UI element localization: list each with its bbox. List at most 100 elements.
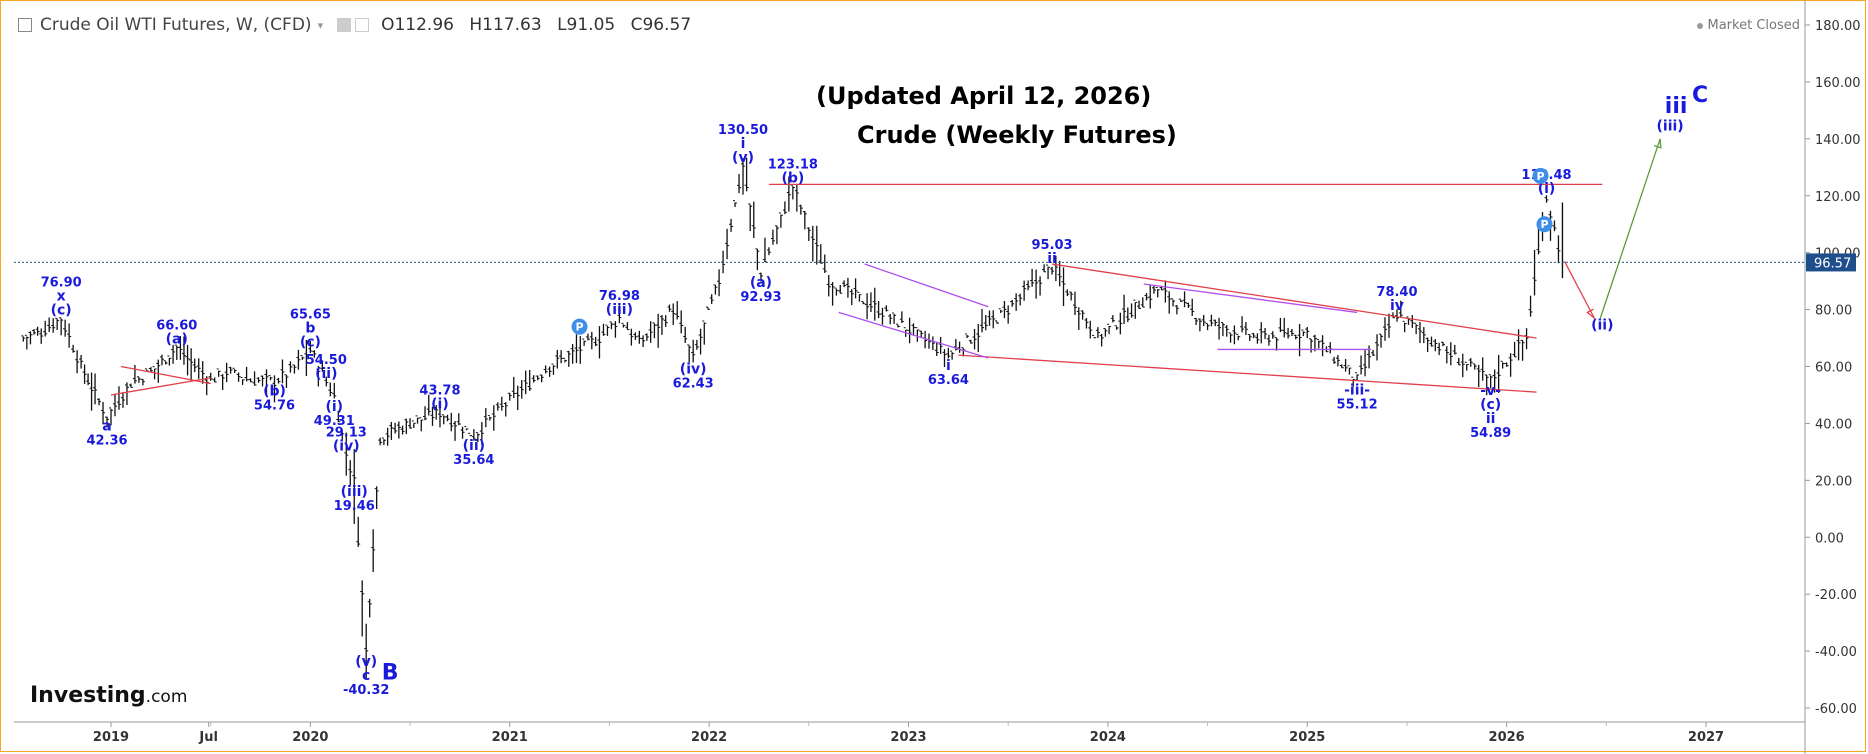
y-tick-label: 40.00 [1815, 417, 1852, 432]
wave-mark: (b) [781, 171, 804, 187]
purple-trend-line [1143, 283, 1358, 314]
eye-icon[interactable] [337, 18, 352, 32]
pivot-marker-icon [1536, 216, 1553, 233]
y-tick-label: 140.00 [1815, 133, 1861, 148]
close-value: C96.57 [630, 15, 692, 35]
chart-title-date: (Updated April 12, 2026) [816, 82, 1152, 110]
x-tick-label: 2026 [1489, 730, 1525, 745]
wave-mark: (a) [750, 275, 772, 291]
x-tick-label: 2021 [492, 730, 528, 745]
y-tick-label: 160.00 [1815, 76, 1861, 91]
wave-price-label: 76.90 [41, 275, 82, 290]
wave-price-label: 19.46 [334, 499, 375, 514]
y-tick-label: 20.00 [1815, 474, 1852, 489]
y-tick-label: -20.00 [1815, 588, 1857, 603]
chart-title: Crude (Weekly Futures) [857, 121, 1177, 149]
wave-price-label: 43.78 [419, 384, 460, 399]
wave-big-label: (ii) [1591, 318, 1613, 334]
wave-mark: (c) [300, 334, 321, 350]
low-value: L91.05 [557, 15, 616, 35]
wave-price-label: 78.40 [1376, 285, 1417, 300]
high-value: H117.63 [469, 15, 542, 35]
wave-mark: ii [1486, 411, 1496, 427]
wave-mark: (iii) [606, 302, 633, 318]
x-tick-label: 2022 [691, 730, 727, 745]
wave-mark: (i) [325, 399, 343, 415]
wave-mark: (ii) [463, 438, 485, 454]
wave-price-label: 29.13 [326, 425, 367, 440]
wave-mark: -v- [1480, 383, 1501, 399]
wave-mark: (c) [51, 302, 72, 318]
pivot-marker-icon [571, 318, 588, 335]
y-tick-label: 180.00 [1815, 19, 1861, 34]
wave-mark: (iv) [680, 362, 707, 378]
x-tick-label: 2027 [1688, 730, 1724, 745]
purple-trend-line [838, 311, 989, 359]
dropdown-icon[interactable]: ▾ [317, 18, 324, 32]
x-tick-label: 2025 [1289, 730, 1325, 745]
wave-price-label: -40.32 [343, 683, 390, 698]
wave-mark: iv [1390, 298, 1404, 314]
wave-mark: ii [1047, 251, 1057, 267]
wave-mark: (i) [1538, 181, 1556, 197]
wave-mark: (i) [431, 397, 449, 413]
pivot-marker-letter: P [1536, 170, 1544, 183]
settings-icon[interactable] [355, 18, 370, 32]
wave-mark: (ii) [315, 366, 337, 382]
logo-text: Investing [30, 683, 146, 708]
red-trend-line [1563, 260, 1595, 319]
last-price-tag-label: 96.57 [1814, 256, 1851, 271]
wave-price-label: 66.60 [156, 319, 197, 334]
wave-price-label: 49.31 [314, 414, 355, 429]
market-status-text: Market Closed [1707, 18, 1801, 33]
open-value: O112.96 [381, 15, 454, 35]
wave-price-label: 76.98 [599, 289, 640, 304]
wave-price-label: 54.76 [254, 398, 295, 413]
wave-mark: (b) [263, 383, 286, 399]
wave-price-label: 54.50 [306, 353, 347, 368]
chart-header: Crude Oil WTI Futures, W, (CFD) ▾ O112.9… [18, 14, 701, 36]
wave-big-label: B [382, 661, 399, 686]
x-tick-label: 2023 [890, 730, 926, 745]
pivot-marker-icon [1532, 167, 1549, 184]
wave-price-label: 35.64 [453, 453, 494, 468]
wave-mark: (v) [732, 150, 754, 166]
x-tick-label: 2020 [292, 730, 328, 745]
wave-mark: x [57, 288, 66, 304]
wave-mark: -iii- [1344, 382, 1370, 398]
red-trend-line [958, 354, 1537, 393]
wave-mark: c [362, 668, 370, 684]
wave-price-label: 92.93 [740, 290, 781, 305]
grid-icon[interactable] [18, 18, 32, 32]
market-status: Market Closed [1696, 18, 1801, 33]
wave-mark: (iv) [333, 438, 360, 454]
wave-mark: a [102, 419, 111, 435]
wave-price-label: 62.43 [673, 377, 714, 392]
wave-mark: (a) [166, 332, 188, 348]
green-trend-line [1599, 138, 1661, 319]
wave-mark: (c) [1480, 397, 1501, 413]
green-arrow-head [1653, 138, 1662, 149]
y-tick-label: -60.00 [1815, 702, 1857, 717]
status-dot-icon [1696, 22, 1703, 29]
x-tick-label: Jul [198, 730, 218, 745]
symbol-title[interactable]: Crude Oil WTI Futures, W, (CFD) [40, 15, 312, 35]
wave-price-label: 54.89 [1470, 426, 1511, 441]
red-trend-line [1051, 263, 1537, 339]
wave-price-label: 55.12 [1337, 397, 1378, 412]
wave-mark: i [741, 136, 746, 152]
wave-mark: (iii) [341, 484, 368, 500]
y-tick-label: 120.00 [1815, 190, 1861, 205]
x-tick-label: 2019 [93, 730, 129, 745]
y-tick-label: 60.00 [1815, 361, 1852, 376]
wave-big-label: iii [1665, 94, 1688, 119]
last-price-tag [1806, 253, 1856, 272]
y-tick-label: 80.00 [1815, 304, 1852, 319]
wave-big-label: C [1692, 83, 1708, 108]
pivot-marker-letter: P [576, 321, 584, 334]
wave-mark: b [305, 320, 315, 336]
wave-mark: i [946, 358, 951, 374]
wave-price-label: 123.18 [768, 158, 818, 173]
x-tick-label: 2024 [1090, 730, 1126, 745]
